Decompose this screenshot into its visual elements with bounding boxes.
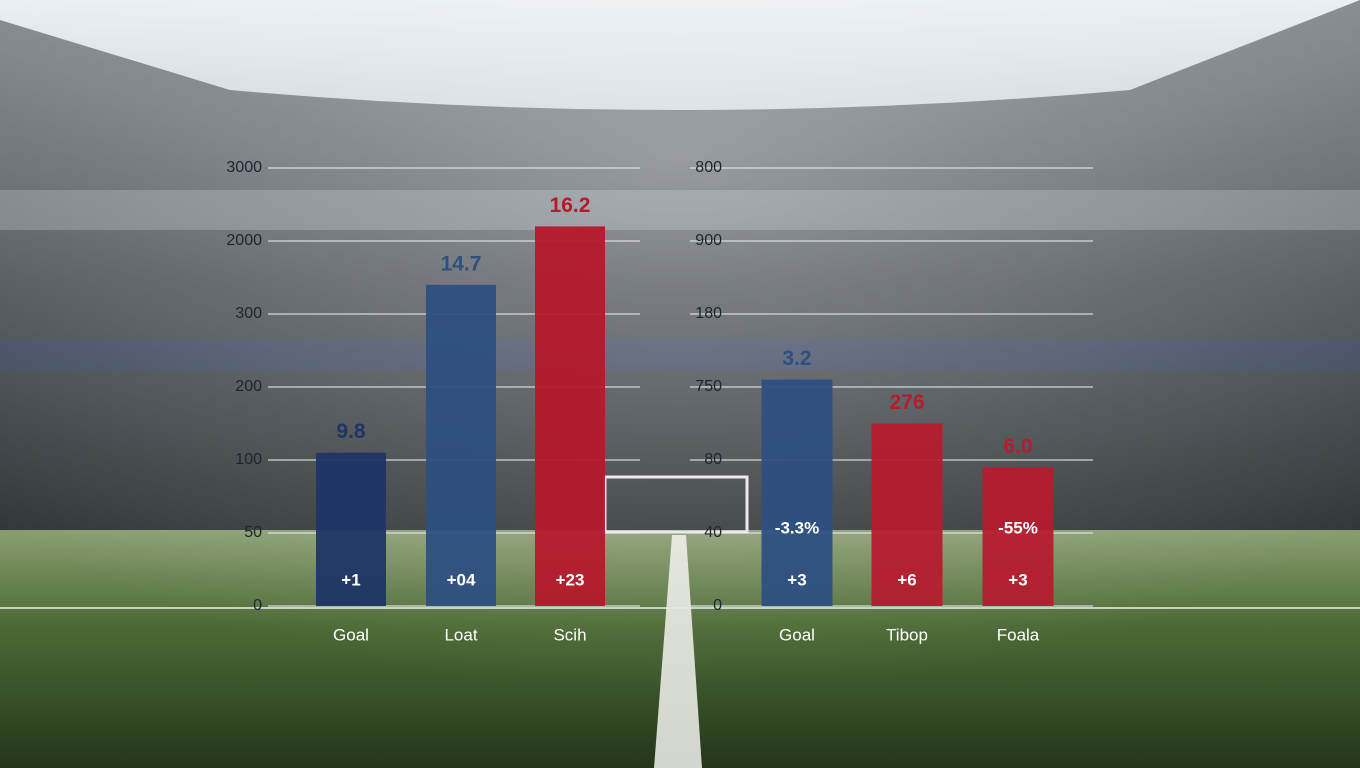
bar-top-label: 3.2 [782, 347, 811, 370]
bar-inner-label: +6 [897, 570, 916, 589]
y-tick-label: 800 [695, 159, 722, 176]
x-tick-label: Foala [997, 625, 1040, 644]
bar [316, 452, 386, 606]
bar-top-label: 276 [889, 391, 924, 414]
y-tick-label: 900 [695, 232, 722, 249]
bar-mid-label: -3.3% [775, 518, 819, 537]
y-tick-label: 40 [704, 524, 722, 541]
bar [871, 423, 943, 606]
bar-top-label: 9.8 [336, 420, 366, 443]
bar-inner-label: +23 [556, 570, 585, 589]
y-tick-label: 100 [235, 451, 262, 468]
y-tick-label: 200 [235, 378, 262, 395]
x-tick-label: Goal [333, 625, 369, 644]
bar-inner-label: +3 [1008, 570, 1027, 589]
y-tick-label: 750 [695, 378, 722, 395]
y-tick-label: 80 [704, 451, 722, 468]
bar-inner-label: +3 [787, 570, 806, 589]
x-tick-label: Loat [444, 625, 477, 644]
y-tick-label: 300 [235, 305, 262, 322]
y-tick-label: 0 [253, 597, 262, 614]
bar-top-label: 16.2 [550, 194, 591, 217]
bar [535, 226, 605, 606]
bar [982, 467, 1054, 606]
y-tick-label: 3000 [226, 159, 262, 176]
bar-top-label: 6.0 [1003, 435, 1032, 458]
y-tick-label: 50 [244, 524, 262, 541]
y-tick-label: 180 [695, 305, 722, 322]
x-tick-label: Goal [779, 625, 815, 644]
y-tick-label: 2000 [226, 232, 262, 249]
bar-top-label: 14.7 [441, 252, 482, 275]
bar [761, 379, 833, 606]
x-tick-label: Tibop [886, 625, 928, 644]
bar-inner-label: +1 [341, 570, 360, 589]
x-tick-label: Scih [553, 625, 586, 644]
bar-mid-label: -55% [998, 518, 1038, 537]
y-tick-label: 0 [713, 597, 722, 614]
bar-inner-label: +04 [447, 570, 476, 589]
bar [426, 284, 496, 606]
